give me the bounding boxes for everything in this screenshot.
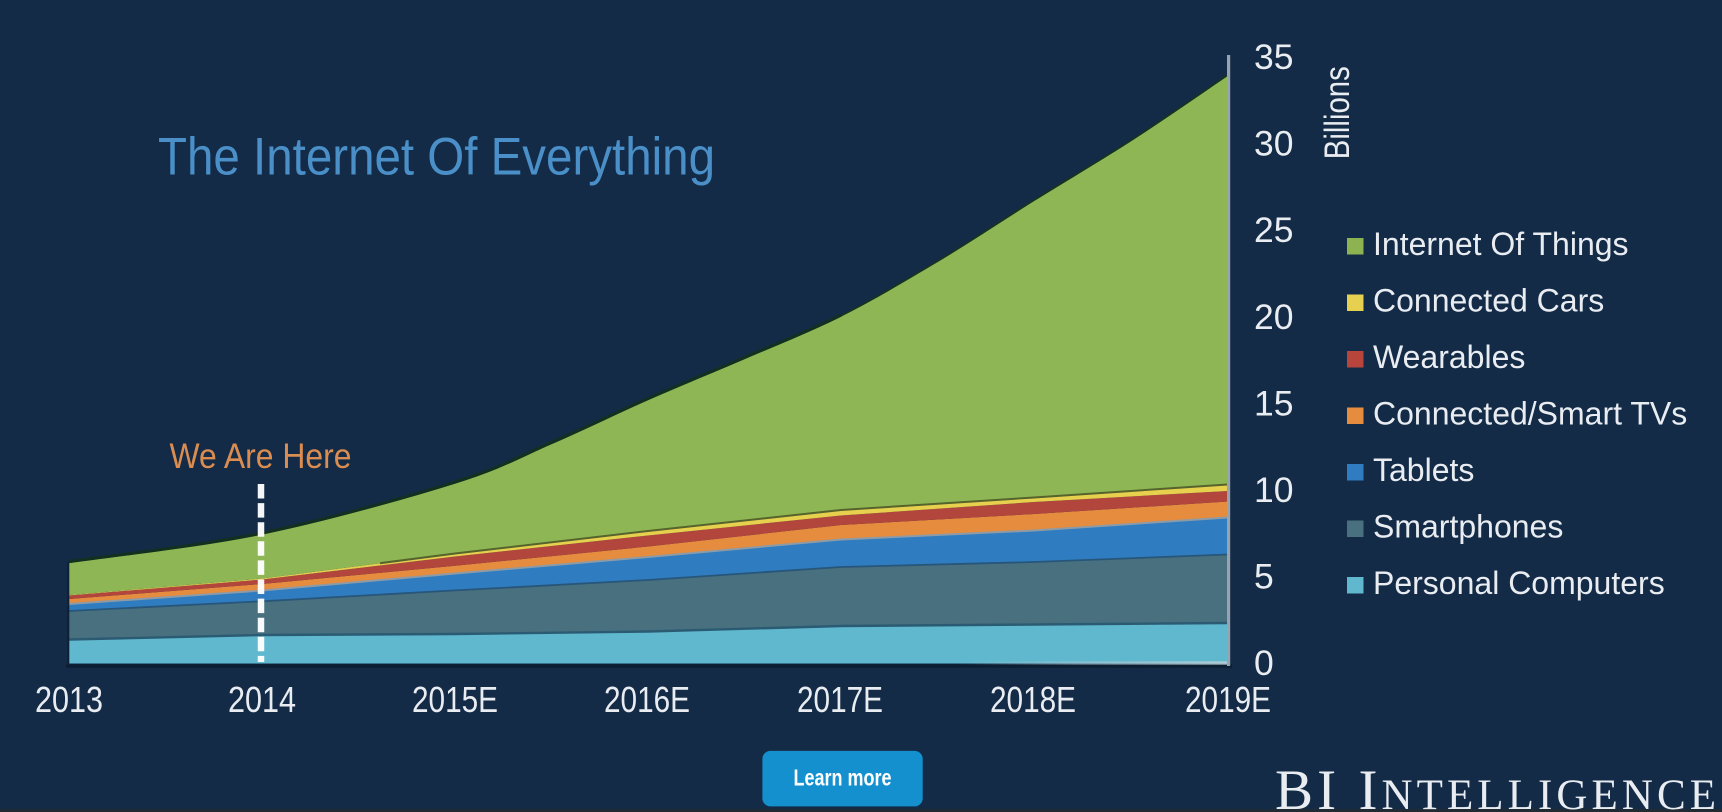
svg-text:Connected/Smart TVs: Connected/Smart TVs	[1373, 396, 1687, 432]
svg-text:25: 25	[1254, 210, 1294, 250]
svg-text:2017E: 2017E	[797, 679, 883, 720]
svg-text:Billions: Billions	[1318, 66, 1357, 159]
svg-text:Connected Cars: Connected Cars	[1373, 283, 1604, 319]
svg-text:2014: 2014	[228, 679, 296, 720]
svg-text:The Internet Of Everything: The Internet Of Everything	[158, 128, 715, 187]
svg-text:Tablets: Tablets	[1373, 452, 1474, 488]
svg-text:2016E: 2016E	[604, 679, 690, 720]
svg-text:Smartphones: Smartphones	[1373, 509, 1563, 545]
svg-text:2015E: 2015E	[412, 679, 498, 720]
svg-text:We Are Here: We Are Here	[170, 437, 352, 476]
svg-text:Wearables: Wearables	[1373, 339, 1525, 375]
svg-text:2013: 2013	[35, 679, 103, 720]
svg-text:20: 20	[1254, 297, 1294, 337]
svg-text:2018E: 2018E	[990, 679, 1076, 720]
svg-text:10: 10	[1254, 470, 1294, 510]
svg-text:35: 35	[1254, 37, 1294, 77]
svg-text:Internet Of Things: Internet Of Things	[1373, 226, 1629, 262]
svg-text:0: 0	[1254, 643, 1274, 683]
svg-text:2019E: 2019E	[1185, 679, 1271, 720]
svg-text:Personal Computers: Personal Computers	[1373, 565, 1665, 601]
svg-text:30: 30	[1254, 124, 1294, 164]
svg-text:15: 15	[1254, 383, 1294, 423]
svg-text:5: 5	[1254, 557, 1274, 597]
svg-text:Learn more: Learn more	[794, 765, 892, 791]
